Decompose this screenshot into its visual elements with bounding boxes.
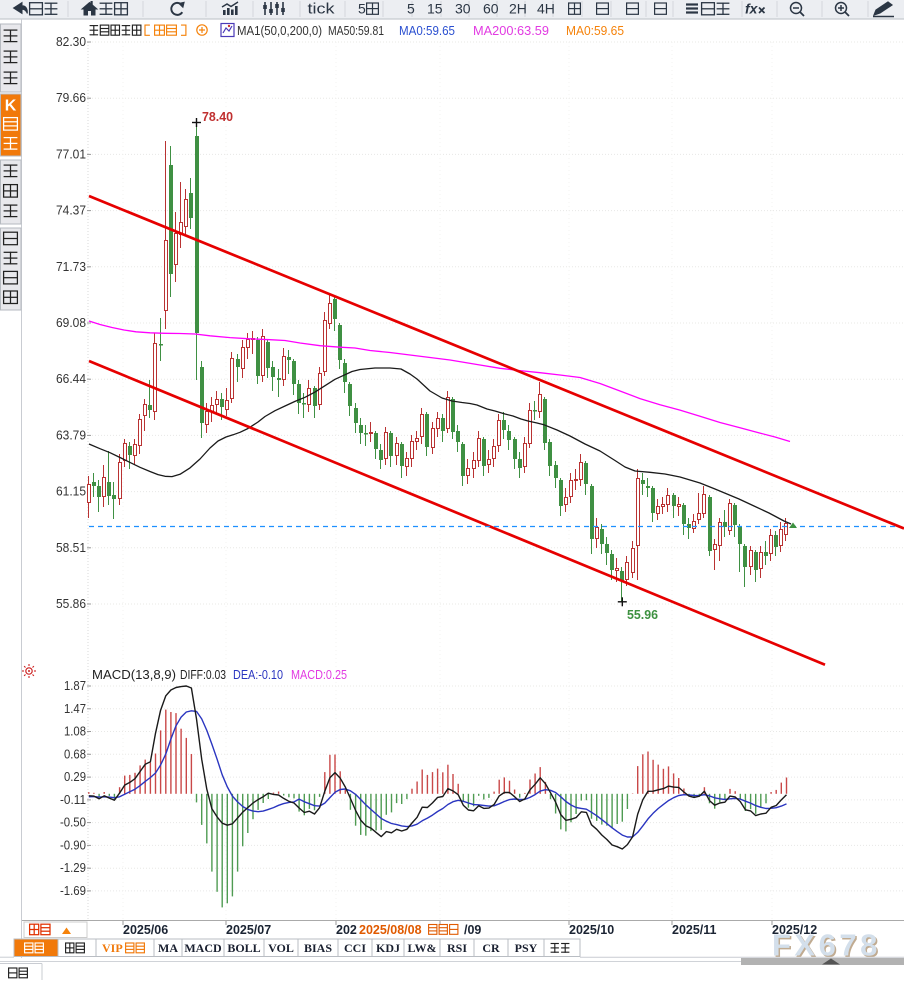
- svg-text:69.08: 69.08: [56, 315, 86, 330]
- svg-text:BIAS: BIAS: [304, 941, 332, 955]
- svg-text:-0.90: -0.90: [60, 837, 86, 852]
- svg-text:MACD: MACD: [184, 941, 222, 955]
- svg-text:fx: fx: [745, 1, 759, 17]
- svg-text:-1.69: -1.69: [60, 883, 86, 898]
- svg-text:2025/12: 2025/12: [772, 923, 817, 937]
- svg-text:MACD(13,8,9): MACD(13,8,9): [92, 667, 176, 682]
- svg-text:58.51: 58.51: [56, 540, 86, 555]
- svg-text:-1.29: -1.29: [60, 860, 86, 875]
- svg-text:63.79: 63.79: [56, 427, 86, 442]
- svg-text:DIFF:0.03: DIFF:0.03: [180, 667, 226, 682]
- svg-text:1.47: 1.47: [64, 701, 86, 716]
- svg-text:/09: /09: [464, 923, 481, 937]
- svg-text:4H: 4H: [537, 1, 555, 17]
- svg-text:2025/08/08: 2025/08/08: [359, 923, 422, 937]
- svg-text:30: 30: [455, 1, 471, 17]
- svg-text:1.87: 1.87: [64, 678, 86, 693]
- svg-text:79.66: 79.66: [56, 90, 86, 105]
- svg-text:74.37: 74.37: [56, 203, 86, 218]
- svg-text:5: 5: [407, 1, 415, 17]
- svg-text:71.73: 71.73: [56, 259, 86, 274]
- svg-text:CCI: CCI: [344, 941, 366, 955]
- svg-text:tick: tick: [308, 2, 336, 18]
- svg-text:FX678: FX678: [772, 928, 881, 963]
- svg-text:MA0:59.65: MA0:59.65: [566, 24, 624, 38]
- svg-text:2H: 2H: [509, 1, 527, 17]
- svg-text:MA: MA: [158, 941, 178, 955]
- svg-text:77.01: 77.01: [56, 146, 86, 161]
- svg-text:CR: CR: [482, 941, 500, 955]
- svg-text:BOLL: BOLL: [227, 941, 260, 955]
- svg-text:15: 15: [427, 1, 443, 17]
- svg-text:VOL: VOL: [268, 941, 294, 955]
- svg-text:MA0:59.65: MA0:59.65: [399, 24, 455, 38]
- svg-text:2025/07: 2025/07: [226, 923, 271, 937]
- svg-text:0.29: 0.29: [64, 769, 86, 784]
- svg-text:78.40: 78.40: [202, 110, 233, 124]
- svg-text:55.86: 55.86: [56, 596, 86, 611]
- svg-text:61.15: 61.15: [56, 484, 86, 499]
- svg-text:-0.11: -0.11: [60, 792, 86, 807]
- svg-text:2025/06: 2025/06: [123, 923, 168, 937]
- svg-text:2025/11: 2025/11: [672, 923, 717, 937]
- svg-text:0.68: 0.68: [64, 746, 86, 761]
- svg-text:KDJ: KDJ: [376, 941, 400, 955]
- svg-text:55.96: 55.96: [627, 608, 658, 622]
- svg-text:LW&: LW&: [408, 941, 437, 955]
- svg-text:DEA:-0.10: DEA:-0.10: [233, 667, 283, 682]
- svg-text:2025/10: 2025/10: [569, 923, 614, 937]
- svg-text:-0.50: -0.50: [60, 815, 86, 830]
- svg-text:MA200:63.59: MA200:63.59: [473, 24, 549, 38]
- svg-text:RSI: RSI: [447, 941, 467, 955]
- svg-text:VIP: VIP: [102, 941, 123, 955]
- svg-text:MA1(50,0,200,0): MA1(50,0,200,0): [237, 24, 322, 38]
- svg-text:60: 60: [483, 1, 499, 17]
- svg-text:5: 5: [358, 1, 366, 17]
- svg-text:K: K: [5, 98, 17, 115]
- svg-text:1.08: 1.08: [64, 724, 86, 739]
- svg-text:66.44: 66.44: [56, 371, 86, 386]
- svg-text:MA50:59.81: MA50:59.81: [328, 24, 384, 38]
- svg-text:82.30: 82.30: [56, 34, 86, 49]
- svg-text:PSY: PSY: [515, 941, 538, 955]
- svg-text:MACD:0.25: MACD:0.25: [291, 667, 347, 682]
- svg-text:202: 202: [336, 923, 357, 937]
